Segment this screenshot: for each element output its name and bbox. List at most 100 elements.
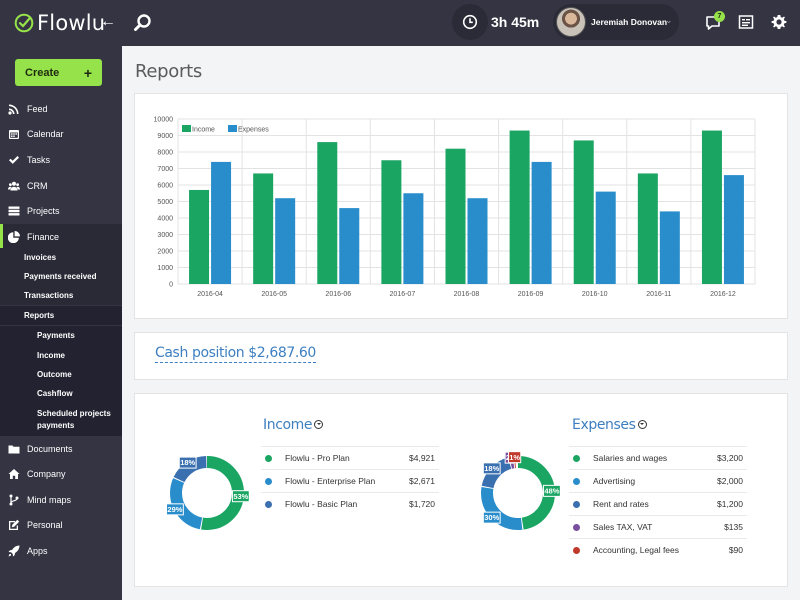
x-tick-label: 2016-08 xyxy=(454,291,480,298)
bar-expenses xyxy=(595,191,616,284)
donut-label-box xyxy=(482,462,501,475)
row-name: Salaries and wages xyxy=(593,453,668,463)
x-tick-label: 2016-07 xyxy=(390,291,416,298)
donut-label-box xyxy=(166,503,184,516)
bar-income xyxy=(189,189,210,284)
row-name: Flowlu - Basic Plan xyxy=(285,499,358,509)
sidebar-item-personal[interactable]: Personal xyxy=(0,512,122,537)
bar-expenses xyxy=(531,161,552,284)
search-icon[interactable] xyxy=(133,13,153,33)
document-list-icon[interactable] xyxy=(738,14,754,30)
x-tick-label: 2016-10 xyxy=(582,291,608,298)
sidebar-item-tasks[interactable]: Tasks xyxy=(0,147,122,172)
sidebar-item-label: Finance xyxy=(27,231,60,242)
legend-dot xyxy=(265,454,272,462)
legend-dot xyxy=(573,500,580,508)
bar-expenses xyxy=(403,193,424,284)
sidebar-sub-payments-received[interactable]: Payments received xyxy=(0,267,122,286)
page-title: Reports xyxy=(135,61,202,82)
cash-position-link[interactable]: Cash position $2,687.60 xyxy=(155,345,316,363)
branch-icon xyxy=(7,493,21,507)
y-tick-label: 5000 xyxy=(157,199,173,206)
donut-label-box xyxy=(482,511,501,524)
app-logo[interactable]: Flowlu xyxy=(14,10,105,36)
rocket-icon xyxy=(7,544,21,558)
folder-icon xyxy=(7,442,21,456)
row-name: Advertising xyxy=(593,476,636,486)
income-title[interactable]: Income xyxy=(263,417,324,433)
arrow-left-icon[interactable]: ← xyxy=(100,13,116,30)
row-value: $1,720 xyxy=(409,499,435,509)
sidebar-item-documents[interactable]: Documents xyxy=(0,436,122,461)
sidebar-sub-invoices[interactable]: Invoices xyxy=(0,248,122,267)
sidebar-item-company[interactable]: Company xyxy=(0,461,122,486)
x-tick-label: 2016-04 xyxy=(197,291,223,298)
sidebar-item-calendar[interactable]: Calendar xyxy=(0,121,122,146)
y-tick-label: 7000 xyxy=(157,166,173,173)
sidebar-item-feed[interactable]: Feed xyxy=(0,96,122,121)
sidebar-item-mind-maps[interactable]: Mind maps xyxy=(0,487,122,512)
expenses-table: Salaries and wages $3,200 Advertising $2,00… xyxy=(569,446,747,561)
clock-icon[interactable] xyxy=(452,4,488,40)
sidebar-item-label: Calendar xyxy=(27,128,64,139)
sidebar: Flowlu ← Create + Feed Calendar Tasks CR… xyxy=(0,0,122,600)
row-value: $90 xyxy=(728,545,743,555)
donut-label: 18% xyxy=(484,464,499,473)
chevron-down-icon: ⌄ xyxy=(665,15,673,25)
bar-income xyxy=(573,140,594,284)
create-button[interactable]: Create + xyxy=(15,59,102,86)
row-value: $135 xyxy=(724,522,743,532)
sidebar-item-apps[interactable]: Apps xyxy=(0,538,122,563)
cash-position-card: Cash position $2,687.60 xyxy=(134,332,788,380)
sidebar-report-label: Income xyxy=(37,350,66,360)
expenses-title[interactable]: Expenses xyxy=(572,417,647,433)
expenses-title-text: Expenses xyxy=(572,417,636,433)
sidebar-report-cashflow[interactable]: Cashflow xyxy=(0,384,122,404)
x-tick-label: 2016-12 xyxy=(710,291,736,298)
user-name: Jeremiah Donovan xyxy=(591,17,668,27)
sidebar-item-label: Company xyxy=(27,468,66,479)
sidebar-item-crm[interactable]: CRM xyxy=(0,173,122,198)
donut-label: 30% xyxy=(484,513,499,522)
income-title-text: Income xyxy=(263,417,313,433)
home-icon xyxy=(7,467,21,481)
user-menu[interactable]: Jeremiah Donovan ⌄ xyxy=(553,4,679,40)
y-tick-label: 1000 xyxy=(157,265,173,272)
bar-expenses xyxy=(339,208,360,284)
donut-label: 29% xyxy=(167,505,182,514)
donut-label-box xyxy=(231,490,250,503)
sidebar-report-payments[interactable]: Payments xyxy=(0,326,122,346)
avatar xyxy=(556,7,586,37)
sidebar-item-projects[interactable]: Projects xyxy=(0,198,122,223)
sidebar-report-label: Cashflow xyxy=(37,389,73,398)
table-row: Salaries and wages $3,200 xyxy=(569,446,747,469)
timer-display[interactable]: 3h 45m xyxy=(491,14,540,30)
legend-dot xyxy=(573,523,580,531)
sidebar-item-label: Mind maps xyxy=(27,494,72,505)
bar-income xyxy=(317,142,338,284)
sidebar-sub-transactions[interactable]: Transactions xyxy=(0,286,122,305)
sidebar-sub-reports[interactable]: Reports xyxy=(0,306,122,325)
gear-icon[interactable] xyxy=(771,14,787,30)
row-name: Accounting, Legal fees xyxy=(593,545,680,555)
sidebar-report-outcome[interactable]: Outcome xyxy=(0,365,122,384)
bar-income xyxy=(637,173,658,284)
sidebar-report-income[interactable]: Income xyxy=(0,346,122,365)
bar-expenses xyxy=(467,198,488,284)
sidebar-report-scheduled[interactable]: Scheduled projects payments xyxy=(0,404,122,436)
pie-icon xyxy=(7,230,21,244)
x-tick-label: 2016-05 xyxy=(261,291,287,298)
bar-income xyxy=(253,173,274,284)
edit-icon xyxy=(7,518,21,532)
check-icon xyxy=(7,153,21,167)
rss-icon xyxy=(7,102,21,116)
sidebar-item-finance[interactable]: Finance xyxy=(0,224,122,249)
sidebar-sub-label: Transactions xyxy=(24,291,74,300)
donut-label-box xyxy=(178,456,197,469)
bar-expenses xyxy=(211,161,232,284)
row-value: $2,671 xyxy=(409,476,435,486)
row-value: $2,000 xyxy=(717,476,743,486)
y-tick-label: 6000 xyxy=(157,183,173,190)
y-tick-label: 9000 xyxy=(157,133,173,140)
legend-swatch xyxy=(182,125,191,132)
